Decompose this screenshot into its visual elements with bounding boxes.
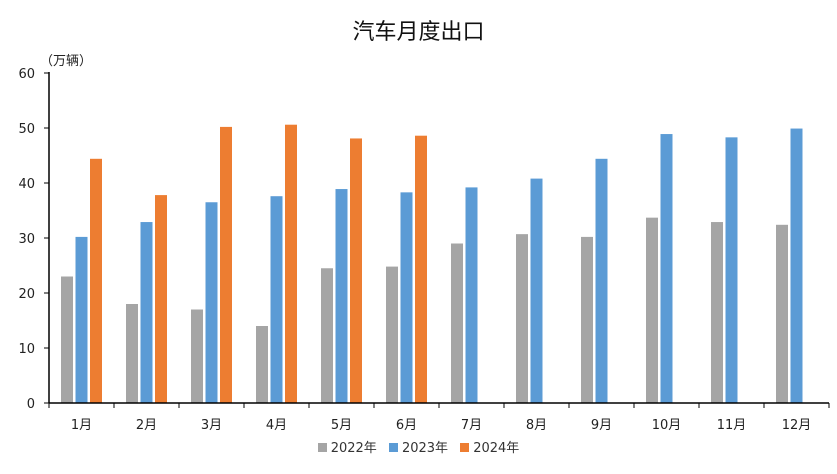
axes-group: 0 10 20 30 40 50 60 1月 2月 3月 4月 5月 6月 7月 8月 9月 10月 11月 12月 <box>18 67 830 433</box>
bar-2022年-7月 <box>451 243 463 403</box>
bar-2022年-11月 <box>711 222 723 403</box>
bar-2022年-8月 <box>516 234 528 403</box>
bar-2023年-1月 <box>75 236 88 403</box>
x-tick-label: 5月 <box>331 418 352 433</box>
bars-group <box>61 124 803 404</box>
legend-item-2023: 2023年 <box>388 437 449 456</box>
x-tick-label: 8月 <box>526 418 547 433</box>
y-tick-label: 0 <box>27 397 35 412</box>
bar-2023年-12月 <box>790 128 803 404</box>
bar-2022年-3月 <box>191 309 203 403</box>
x-tick-label: 6月 <box>396 418 417 433</box>
bar-2022年-6月 <box>386 266 398 403</box>
legend-label-2023: 2023年 <box>401 441 449 456</box>
bar-2024年-3月 <box>220 126 232 404</box>
legend-label-2022: 2022年 <box>330 441 377 456</box>
bar-2024年-4月 <box>285 124 297 403</box>
bar-2023年-11月 <box>725 137 738 403</box>
bar-2023年-5月 <box>335 189 348 403</box>
bar-2023年-4月 <box>270 196 283 403</box>
x-tick-label: 2月 <box>136 418 157 433</box>
chart-title: 汽车月度出口 <box>352 20 485 45</box>
bar-2022年-9月 <box>581 236 593 403</box>
x-tick-label: 1月 <box>71 418 92 433</box>
bar-2022年-2月 <box>126 304 138 403</box>
bar-2022年-1月 <box>61 276 73 403</box>
legend-label-2024: 2024年 <box>473 441 520 456</box>
bar-2024年-1月 <box>90 158 102 403</box>
y-tick-label: 10 <box>18 342 35 357</box>
bar-2022年-12月 <box>776 224 788 403</box>
bar-2022年-5月 <box>321 268 333 403</box>
legend-swatch-2024 <box>460 443 470 452</box>
x-tick-label: 10月 <box>652 418 682 433</box>
x-tick-label: 3月 <box>201 418 222 433</box>
bar-2023年-8月 <box>530 178 543 403</box>
legend-item-2024: 2024年 <box>460 437 519 456</box>
bar-2023年-9月 <box>595 158 608 403</box>
y-axis-unit-label: （万辆） <box>40 54 93 69</box>
bar-2023年-6月 <box>400 192 413 403</box>
legend: 2022年 2023年 2024年 <box>0 437 837 456</box>
bar-2022年-10月 <box>646 217 658 403</box>
x-tick-label: 7月 <box>461 418 482 433</box>
bar-2024年-2月 <box>155 195 167 403</box>
bar-2023年-10月 <box>660 134 673 404</box>
y-tick-label: 60 <box>18 67 35 82</box>
bar-2023年-3月 <box>205 202 218 403</box>
bar-2023年-7月 <box>465 187 478 403</box>
x-tick-label: 11月 <box>717 418 747 433</box>
bar-2023年-2月 <box>140 222 153 403</box>
legend-swatch-2023 <box>388 443 398 452</box>
legend-item-2022: 2022年 <box>317 437 377 456</box>
y-tick-label: 30 <box>18 232 35 247</box>
x-tick-label: 9月 <box>591 418 612 433</box>
x-tick-label: 12月 <box>782 418 812 433</box>
bar-2024年-5月 <box>350 138 362 403</box>
y-tick-label: 40 <box>18 177 35 192</box>
y-tick-label: 20 <box>18 287 35 302</box>
x-tick-label: 4月 <box>266 418 287 433</box>
bar-2022年-4月 <box>256 326 268 403</box>
legend-swatch-2022 <box>317 443 327 452</box>
y-tick-label: 50 <box>18 122 35 137</box>
bar-2024年-6月 <box>415 135 427 403</box>
